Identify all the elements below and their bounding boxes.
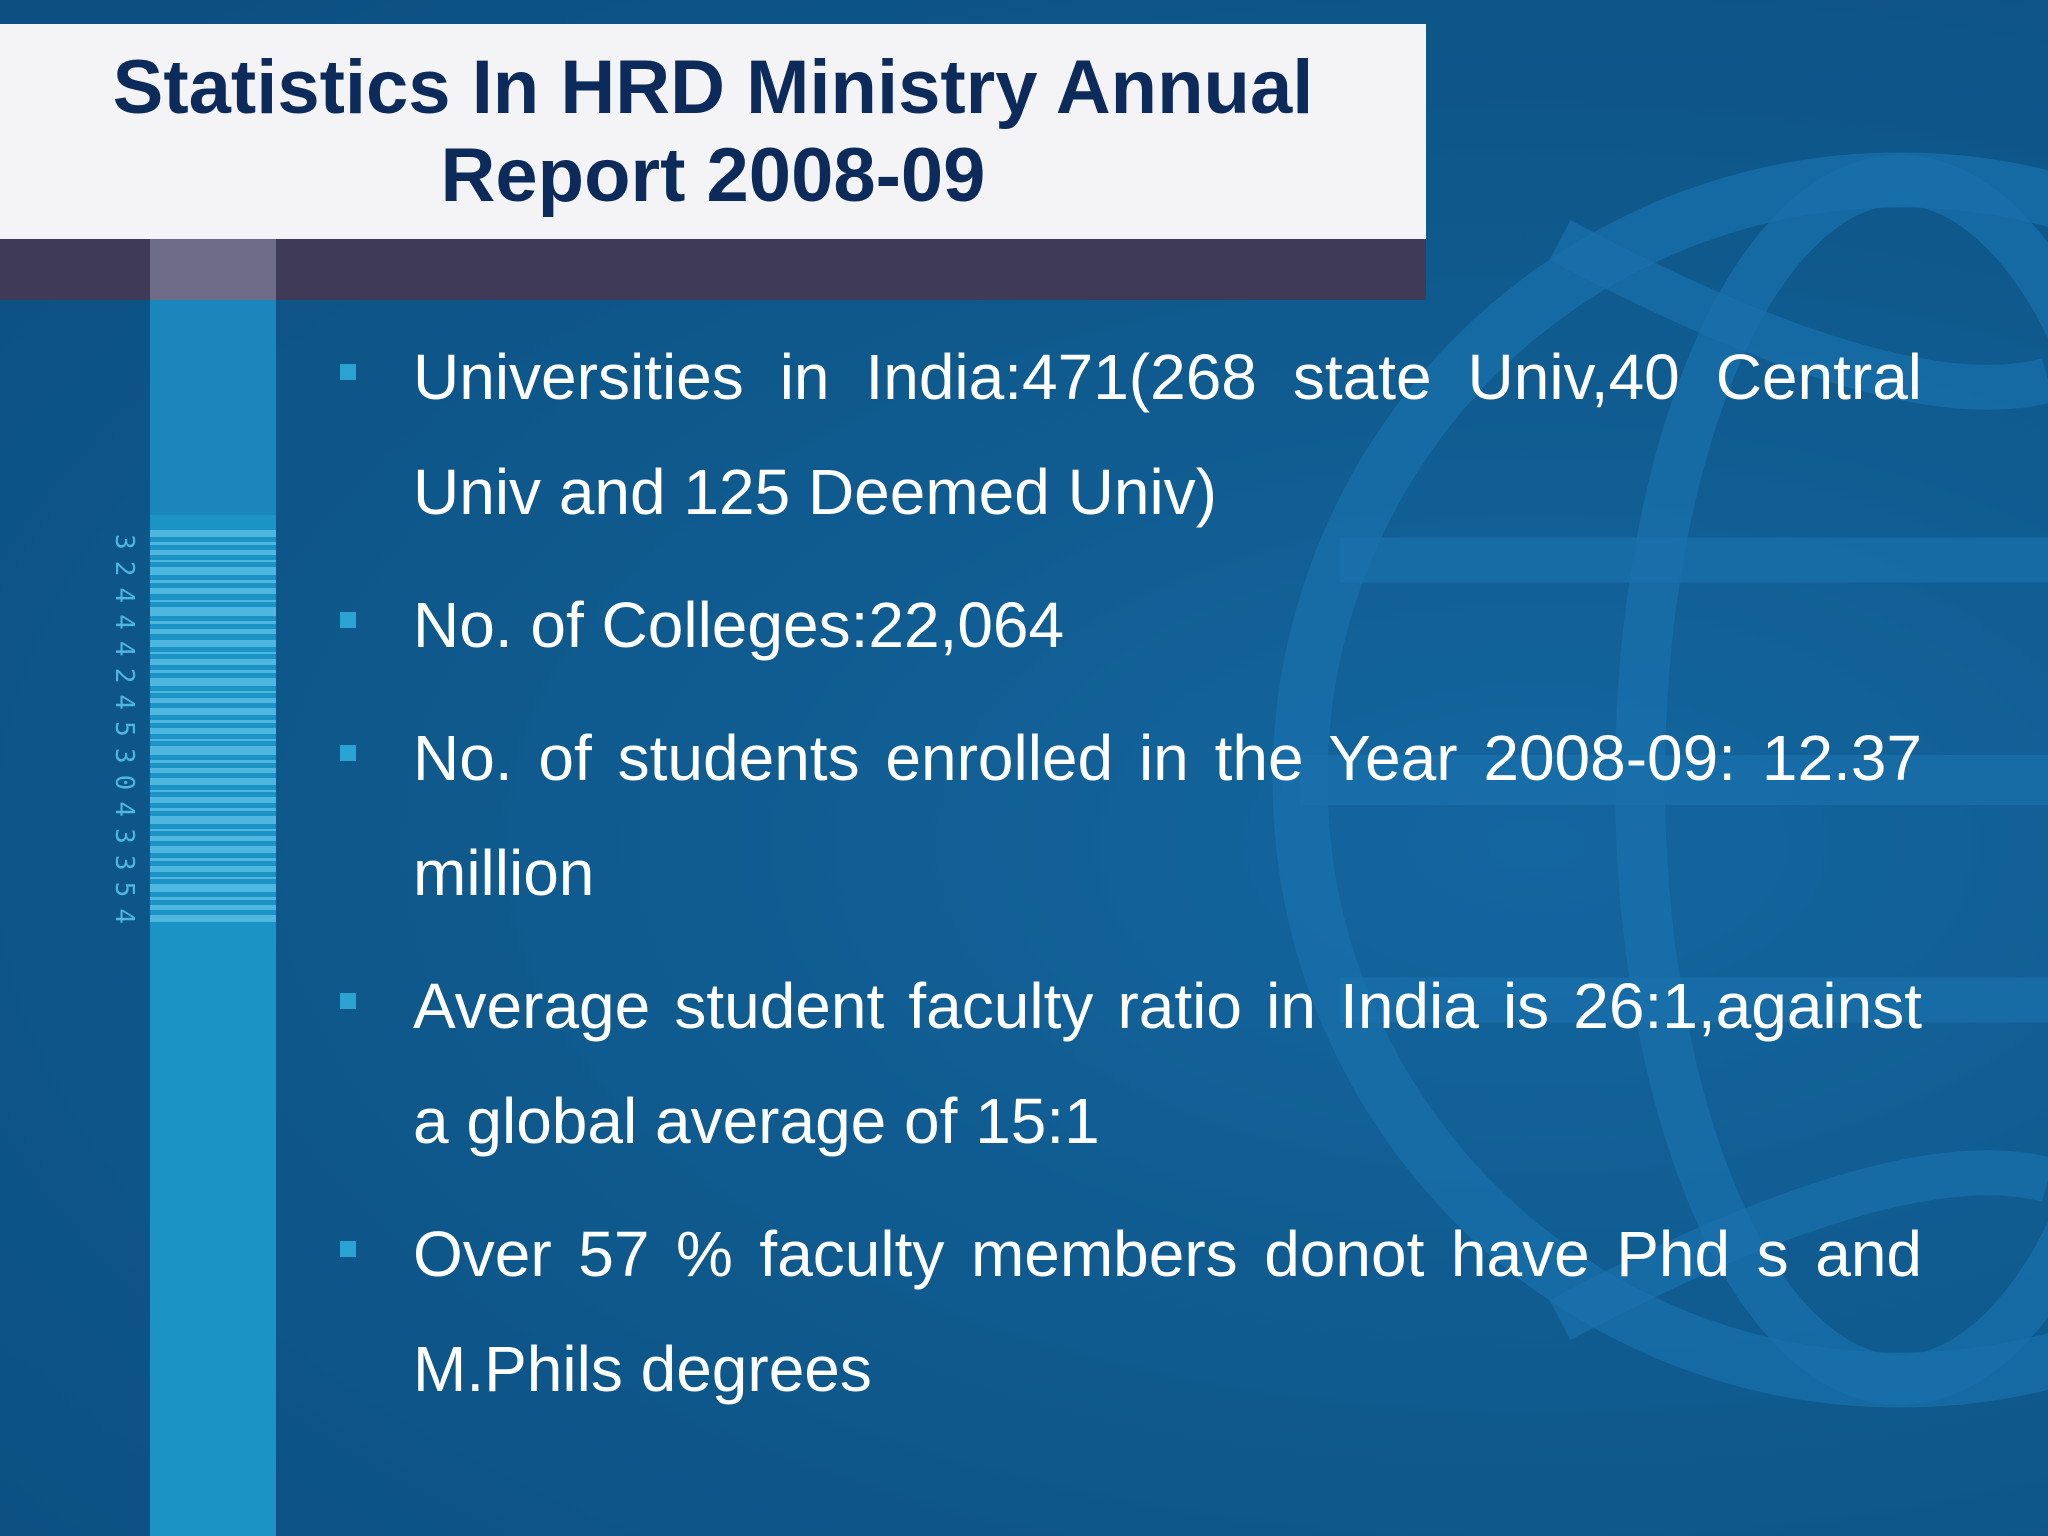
square-bullet-icon — [340, 1241, 356, 1257]
vertical-stripe-shade — [150, 300, 276, 515]
bullet-item: Universities in India:471(268 state Univ… — [330, 320, 1922, 550]
title-line-2: Report 2008-09 — [440, 132, 986, 218]
barcode-graphic: 324442453043354 — [109, 530, 276, 924]
bullet-text: Universities in India:471(268 state Univ… — [413, 341, 1922, 528]
stripe-band-highlight — [150, 239, 276, 300]
bullet-text: Average student faculty ratio in India i… — [413, 970, 1922, 1157]
bullet-text: No. of Colleges:22,064 — [413, 589, 1065, 661]
bullet-item: Over 57 % faculty members donot have Phd… — [330, 1197, 1922, 1427]
slide-title: Statistics In HRD Ministry Annual Report… — [113, 44, 1314, 220]
square-bullet-icon — [340, 612, 356, 628]
bullet-item: No. of students enrolled in the Year 200… — [330, 701, 1922, 931]
barcode-number: 324442453043354 — [109, 534, 139, 924]
bullet-list: Universities in India:471(268 state Univ… — [330, 320, 1922, 1445]
title-line-1: Statistics In HRD Ministry Annual — [112, 44, 1314, 130]
bullet-item: Average student faculty ratio in India i… — [330, 949, 1922, 1179]
square-bullet-icon — [340, 993, 356, 1009]
square-bullet-icon — [340, 745, 356, 761]
title-box: Statistics In HRD Ministry Annual Report… — [0, 24, 1426, 239]
bullet-text: Over 57 % faculty members donot have Phd… — [413, 1218, 1922, 1405]
bullet-text: No. of students enrolled in the Year 200… — [413, 722, 1922, 909]
bullet-item: No. of Colleges:22,064 — [330, 568, 1922, 683]
square-bullet-icon — [340, 364, 356, 380]
